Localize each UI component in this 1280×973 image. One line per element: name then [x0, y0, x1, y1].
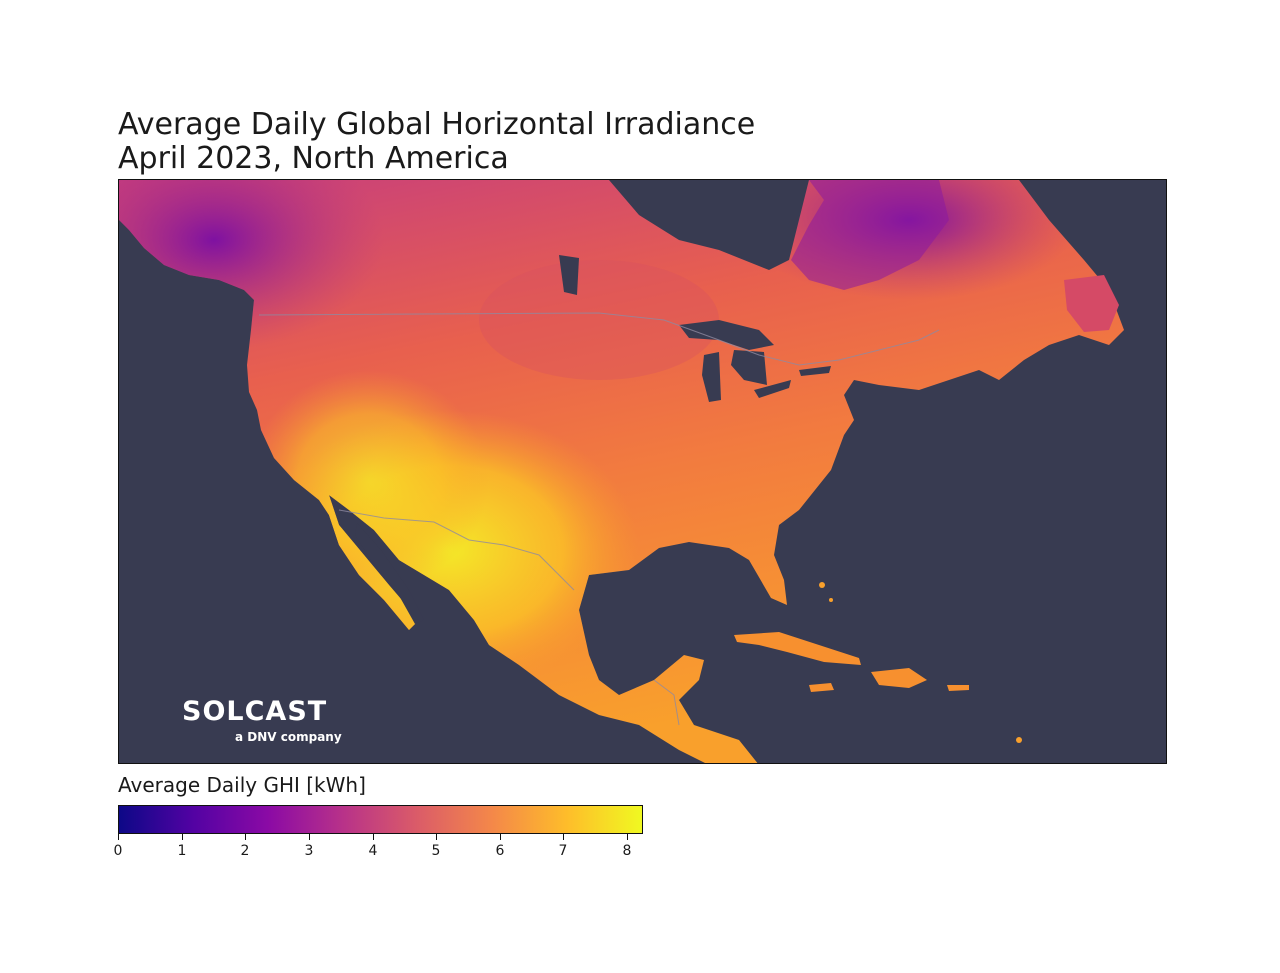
lake-superior — [679, 320, 774, 350]
colorbar-tick — [309, 834, 310, 840]
colorbar-tick-label: 5 — [431, 843, 441, 859]
colorbar-tick-label: 0 — [113, 843, 123, 859]
lake-erie — [754, 380, 791, 398]
colorbar-tick — [627, 834, 628, 840]
colorbar-label: Average Daily GHI [kWh] — [118, 773, 366, 797]
colorbar-tick-label: 3 — [304, 843, 314, 859]
lake-winnipeg — [559, 255, 579, 295]
lesser-antilles — [1016, 737, 1022, 743]
colorbar-tick — [436, 834, 437, 840]
cuba — [734, 632, 861, 665]
canada-us-border — [258, 312, 940, 366]
central-america-borders — [653, 679, 680, 726]
colorbar-tick-label: 6 — [495, 843, 505, 859]
newfoundland — [1064, 275, 1119, 332]
colorbar-tick — [500, 834, 501, 840]
lake-ontario — [799, 366, 831, 376]
solcast-subtitle: a DNV company — [235, 730, 342, 744]
hudson-bay-region — [791, 180, 949, 290]
jamaica — [809, 683, 834, 692]
colorbar-tick — [245, 834, 246, 840]
lake-michigan — [702, 352, 721, 402]
us-mexico-border — [338, 509, 575, 591]
colorbar-tick — [563, 834, 564, 840]
colorbar-tick-label: 8 — [622, 843, 632, 859]
irradiance-map — [118, 179, 1167, 764]
map-canvas — [119, 180, 1124, 763]
bahamas — [819, 582, 825, 588]
hispaniola — [871, 668, 927, 688]
colorbar — [118, 805, 643, 834]
puerto-rico — [947, 685, 969, 691]
colorbar-tick-label: 4 — [368, 843, 378, 859]
map-subtitle: April 2023, North America — [118, 141, 509, 176]
colorbar-tick — [182, 834, 183, 840]
colorbar-tick-label: 2 — [240, 843, 250, 859]
colorbar-tick-label: 7 — [558, 843, 568, 859]
colorbar-tick — [373, 834, 374, 840]
colorbar-tick-label: 1 — [177, 843, 187, 859]
solcast-logo: SOLCAST a DNV company — [182, 690, 342, 750]
solcast-wordmark: SOLCAST — [182, 696, 328, 727]
colorbar-tick — [118, 834, 119, 840]
gulf-of-california — [355, 523, 424, 624]
lake-huron — [731, 350, 767, 385]
map-title: Average Daily Global Horizontal Irradian… — [118, 107, 756, 142]
